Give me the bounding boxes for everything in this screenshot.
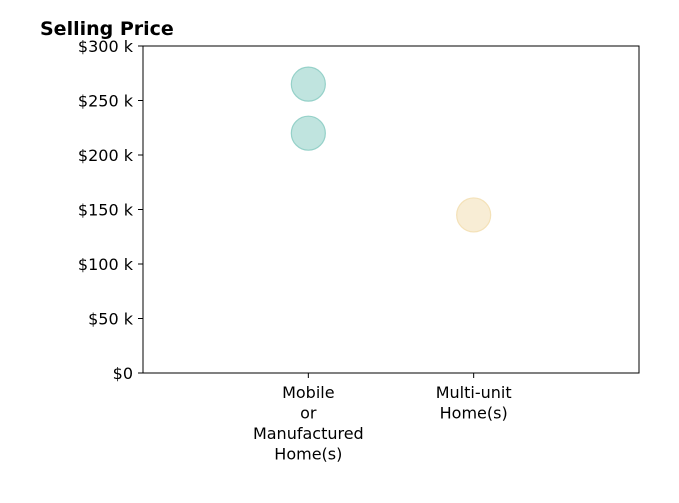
x-tick-label-line: Manufactured bbox=[253, 424, 364, 443]
chart-title: Selling Price bbox=[40, 18, 174, 40]
x-tick-label-line: Multi-unit bbox=[436, 383, 512, 402]
plot-area bbox=[290, 66, 492, 233]
data-point bbox=[290, 66, 326, 102]
x-tick-label-line: Home(s) bbox=[440, 404, 508, 423]
y-tick-label: $200 k bbox=[78, 146, 134, 165]
y-tick-label: $50 k bbox=[88, 310, 134, 329]
plot-frame bbox=[142, 45, 640, 374]
y-tick-label: $100 k bbox=[78, 255, 134, 274]
x-tick-label-line: Mobile bbox=[282, 383, 334, 402]
x-tick-label-line: or bbox=[300, 404, 317, 423]
x-tick-label: Mobile or Manufactured Home(s) bbox=[253, 383, 364, 464]
y-tick-label: $0 bbox=[113, 364, 133, 383]
data-point bbox=[290, 115, 326, 151]
y-tick-label: $150 k bbox=[78, 201, 134, 220]
y-axis: $0 $50 k $100 k $150 k $200 k $250 k $300 k bbox=[78, 37, 143, 383]
x-tick-label: Multi-unit Home(s) bbox=[436, 383, 512, 423]
y-tick-label: $300 k bbox=[78, 37, 134, 56]
x-axis: Mobile or Manufactured Home(s) Multi-unit Hom… bbox=[253, 373, 512, 464]
x-tick-label-line: Home(s) bbox=[274, 445, 342, 464]
y-tick-label: $250 k bbox=[78, 92, 134, 111]
data-point bbox=[456, 197, 492, 233]
